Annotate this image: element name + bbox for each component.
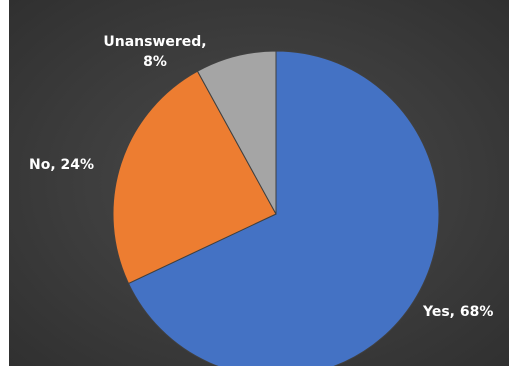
pie-chart: [112, 50, 440, 366]
pie-slice-yes: [127, 50, 440, 366]
pie-slice-unanswered: [196, 50, 277, 215]
data-label-no: No, 24%: [29, 157, 95, 173]
data-label-unanswered: Unanswered, 8%: [97, 32, 213, 72]
pie-slice-no: [112, 70, 277, 285]
data-label-unanswered-line2: 8%: [143, 54, 167, 70]
data-label-yes: Yes, 68%: [423, 304, 494, 320]
data-label-unanswered-line1: Unanswered,: [103, 34, 207, 50]
